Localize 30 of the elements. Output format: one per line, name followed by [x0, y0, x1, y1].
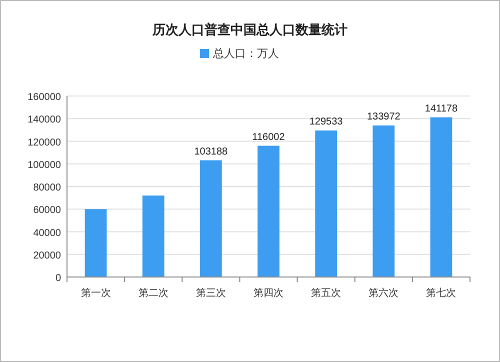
x-tick-label: 第五次 — [311, 287, 342, 299]
chart-title: 历次人口普查中国总人口数量统计 — [152, 22, 348, 37]
text: 133972 — [366, 111, 400, 122]
y-tick-label: 80000 — [33, 182, 62, 194]
text: 129533 — [309, 116, 343, 128]
y-tick-label: 160000 — [28, 92, 62, 103]
bar — [258, 146, 280, 277]
bar — [84, 209, 107, 277]
text: 116002 — [252, 132, 285, 143]
legend-label: 总人口：万人 — [212, 47, 279, 60]
y-tick-label: 20000 — [33, 250, 62, 262]
y-tick-label: 60000 — [33, 205, 62, 216]
y-tick-label: 140000 — [28, 114, 62, 126]
x-tick-label: 第四次 — [254, 287, 284, 299]
x-tick-label: 第六次 — [368, 287, 399, 299]
y-tick-label: 100000 — [28, 160, 62, 171]
x-tick-label: 第七次 — [426, 287, 456, 299]
bar — [372, 125, 395, 277]
y-tick-label: 120000 — [28, 137, 62, 148]
y-tick-label: 0 — [55, 273, 62, 284]
x-tick-label: 第一次 — [80, 287, 111, 299]
bar — [142, 196, 164, 277]
text: 103188 — [194, 146, 228, 158]
x-tick-label: 第三次 — [196, 287, 226, 299]
bar — [315, 130, 338, 277]
bar — [200, 160, 222, 277]
y-tick-label: 40000 — [33, 228, 62, 239]
bar — [430, 117, 452, 277]
text: 141178 — [424, 103, 458, 114]
x-tick-label: 第二次 — [138, 287, 168, 299]
